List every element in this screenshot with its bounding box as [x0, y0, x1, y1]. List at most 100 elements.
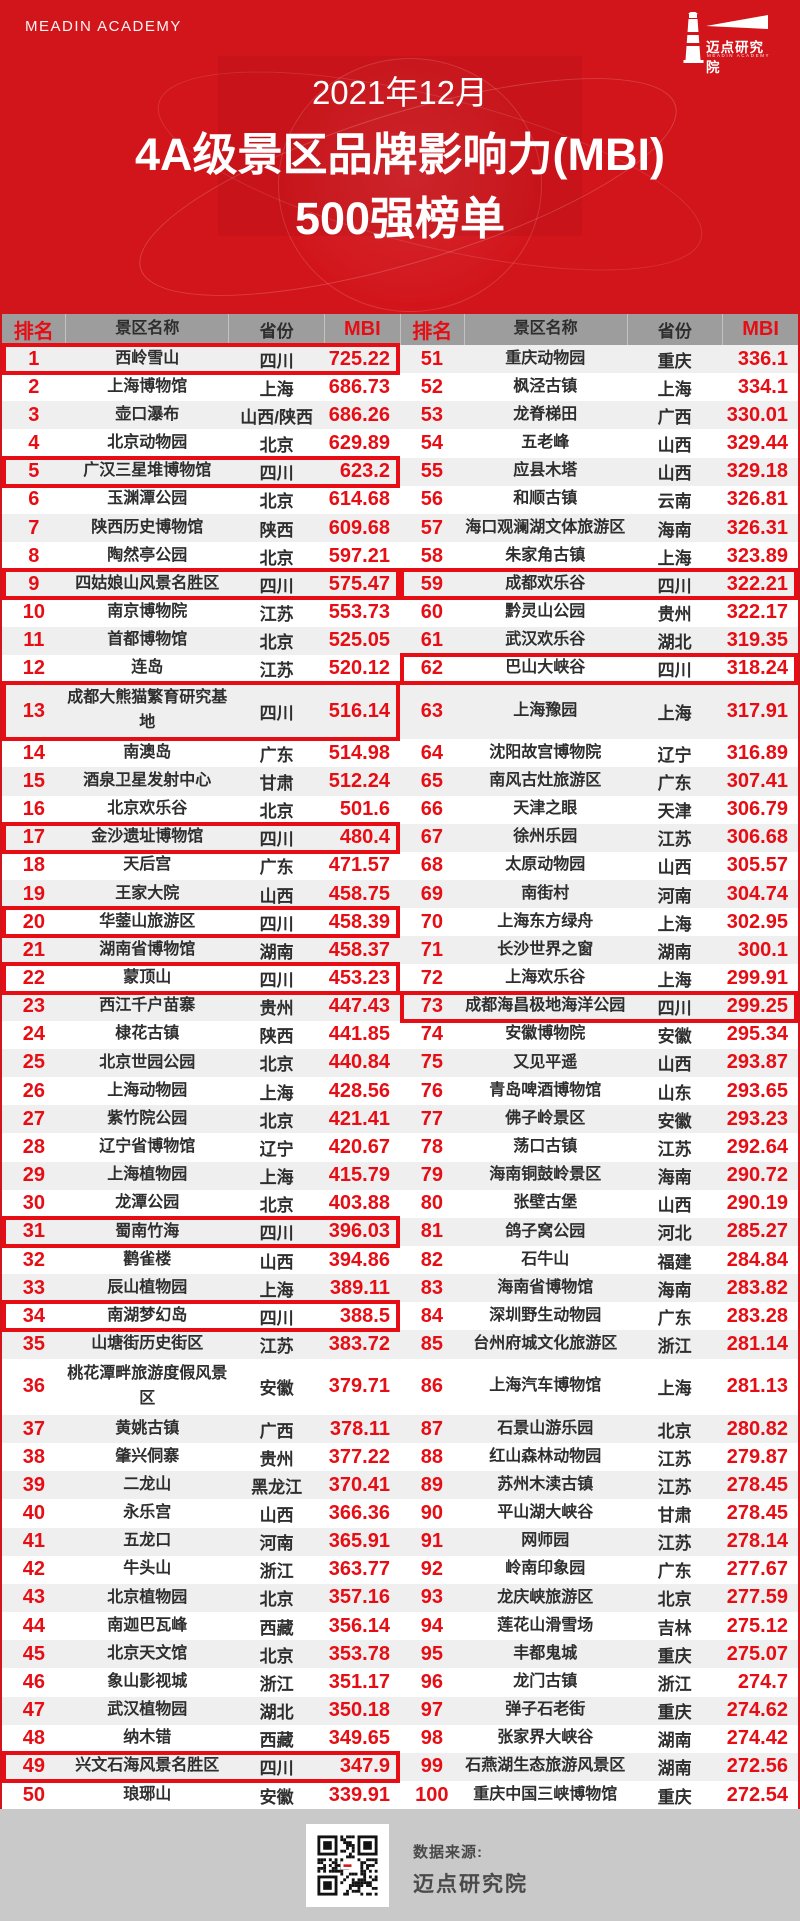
table-row: 34 南湖梦幻岛 四川 388.5 84 深圳野生动物园 广东 283.28	[2, 1300, 798, 1333]
ranking-entry: 79 海南铜鼓岭景区 海南 290.72	[400, 1162, 798, 1190]
province-cell: 浙江	[259, 1562, 294, 1582]
province-cell: 四川	[657, 576, 692, 596]
mbi-cell: 512.24	[328, 769, 390, 792]
table-row: 8 陶然亭公园 北京 597.21 58 朱家角古镇 上海 323.89	[2, 542, 798, 571]
scenic-area-name: 海南铜鼓岭景区	[489, 1166, 602, 1184]
scenic-area-name: 北京欢乐谷	[107, 800, 188, 818]
scenic-area-name: 北京动物园	[107, 434, 188, 452]
rank-cell: 14	[22, 741, 45, 764]
ranking-entry: 91 网师园 江苏 278.14	[400, 1528, 798, 1556]
ranking-entry: 36 桃花潭畔旅游度假风景区 安徽 379.71	[2, 1359, 400, 1415]
scenic-area-name: 二龙山	[123, 1475, 172, 1493]
mbi-cell: 356.14	[328, 1614, 390, 1637]
scenic-area-name: 金沙遗址博物馆	[91, 828, 204, 846]
province-cell: 广东	[259, 745, 294, 765]
scenic-area-name: 酒泉卫星发射中心	[83, 772, 212, 790]
rank-cell: 27	[22, 1107, 45, 1130]
mbi-cell: 274.62	[726, 1699, 788, 1722]
table-row: 33 辰山植物园 上海 389.11 83 海南省博物馆 海南 283.82	[2, 1274, 798, 1303]
table-row: 31 蜀南竹海 四川 396.03 81 鸽子窝公园 河北 285.27	[2, 1215, 798, 1248]
ranking-entry: 28 辽宁省博物馆 辽宁 420.67	[2, 1133, 400, 1161]
ranking-entry: 25 北京世园公园 北京 440.84	[2, 1049, 400, 1077]
province-cell: 海南	[657, 1168, 692, 1188]
scenic-area-name: 张壁古堡	[513, 1194, 578, 1212]
ranking-entry: 14 南澳岛 广东 514.98	[2, 739, 400, 767]
ranking-entry: 61 武汉欢乐谷 湖北 319.35	[400, 627, 798, 655]
mbi-cell: 396.03	[328, 1220, 390, 1243]
province-cell: 北京	[259, 1111, 294, 1131]
table-row: 40 永乐宫 山西 366.36 90 平山湖大峡谷 甘肃 278.45	[2, 1499, 798, 1528]
province-cell: 江苏	[657, 830, 692, 850]
mbi-cell: 277.59	[726, 1586, 788, 1609]
ranking-entry: 45 北京天文馆 北京 353.78	[2, 1640, 400, 1668]
scenic-area-name: 弹子石老街	[505, 1701, 586, 1719]
province-cell: 广西	[657, 407, 692, 427]
table-row: 16 北京欢乐谷 北京 501.6 66 天津之眼 天津 306.79	[2, 795, 798, 824]
rank-cell: 92	[420, 1558, 443, 1581]
rank-cell: 59	[420, 572, 443, 595]
province-cell: 四川	[259, 576, 294, 596]
table-row: 49 兴文石海风景名胜区 四川 347.9 99 石燕湖生态旅游风景区 湖南 272.56	[2, 1750, 798, 1783]
rank-cell: 55	[420, 460, 443, 483]
rank-cell: 82	[420, 1248, 443, 1271]
scenic-area-name: 上海植物园	[107, 1166, 188, 1184]
table-header: 排名 景区名称 省份 MBI 排名 景区名称 省份 MBI	[2, 314, 798, 345]
table-row: 19 王家大院 山西 458.75 69 南街村 河南 304.74	[2, 879, 798, 909]
ranking-entry: 17 金沙遗址博物馆 四川 480.4	[2, 821, 400, 854]
mbi-cell: 322.21	[726, 572, 788, 595]
meadin-logo: 迈点研究院 MEADIN ACADEMY	[682, 12, 772, 75]
table-row: 9 四姑娘山风景名胜区 四川 575.47 59 成都欢乐谷 四川 322.21	[2, 568, 798, 601]
province-cell: 山西	[657, 1055, 692, 1075]
ranking-entry: 20 华蓥山旅游区 四川 458.39	[2, 906, 400, 939]
scenic-area-name: 青岛啤酒博物馆	[489, 1081, 602, 1099]
rank-cell: 87	[420, 1417, 443, 1440]
table-row: 32 鹳雀楼 山西 394.86 82 石牛山 福建 284.84	[2, 1246, 798, 1275]
scenic-area-name: 纳木错	[123, 1729, 172, 1747]
mbi-cell: 299.25	[726, 995, 788, 1018]
rank-cell: 88	[420, 1445, 443, 1468]
rank-cell: 32	[22, 1248, 45, 1271]
rank-cell: 5	[28, 460, 40, 483]
rank-cell: 57	[420, 516, 443, 539]
academy-wordmark: MEADIN ACADEMY	[25, 18, 182, 35]
scenic-area-name: 桃花潭畔旅游度假风景区	[67, 1364, 228, 1407]
rank-cell: 98	[420, 1727, 443, 1750]
ranking-entry: 43 北京植物园 北京 357.16	[2, 1584, 400, 1612]
mbi-cell: 295.34	[726, 1023, 788, 1046]
ranking-entry: 98 张家界大峡谷 湖南 274.42	[400, 1725, 798, 1753]
rank-cell: 75	[420, 1051, 443, 1074]
province-cell: 北京	[259, 1590, 294, 1610]
rank-cell: 95	[420, 1642, 443, 1665]
province-cell: 北京	[259, 802, 294, 822]
province-cell: 上海	[259, 1280, 294, 1300]
mbi-cell: 575.47	[328, 572, 390, 595]
province-cell: 山西	[259, 1505, 294, 1525]
ranking-entry: 75 又见平遥 山西 293.87	[400, 1049, 798, 1077]
mbi-cell: 290.19	[726, 1192, 788, 1215]
province-cell: 江苏	[657, 1139, 692, 1159]
mbi-cell: 292.64	[726, 1135, 788, 1158]
scenic-area-name: 天后宫	[123, 856, 172, 874]
mbi-cell: 275.12	[726, 1614, 788, 1637]
scenic-area-name: 上海动物园	[107, 1081, 188, 1099]
mbi-cell: 285.27	[726, 1220, 788, 1243]
table-row: 41 五龙口 河南 365.91 91 网师园 江苏 278.14	[2, 1527, 798, 1556]
ranking-table-body: 1 西岭雪山 四川 725.22 51 重庆动物园 重庆 336.1 2 上海博物馆 上海 686.7…	[2, 343, 798, 1810]
province-cell: 山东	[657, 1083, 692, 1103]
rank-cell: 80	[420, 1192, 443, 1215]
mbi-cell: 623.2	[339, 460, 390, 483]
province-cell: 广东	[657, 1308, 692, 1328]
mbi-cell: 394.86	[328, 1248, 390, 1271]
scenic-area-name: 琅琊山	[123, 1785, 172, 1803]
province-cell: 江苏	[259, 604, 294, 624]
mbi-cell: 389.11	[329, 1276, 390, 1299]
rank-cell: 86	[420, 1375, 443, 1398]
scenic-area-name: 牛头山	[123, 1560, 172, 1578]
rank-cell: 11	[23, 629, 45, 652]
mbi-cell: 319.35	[726, 629, 788, 652]
province-cell: 山西	[657, 1196, 692, 1216]
rank-cell: 34	[22, 1304, 45, 1327]
ranking-entry: 27 紫竹院公园 北京 421.41	[2, 1105, 400, 1133]
qr-code	[306, 1824, 389, 1907]
